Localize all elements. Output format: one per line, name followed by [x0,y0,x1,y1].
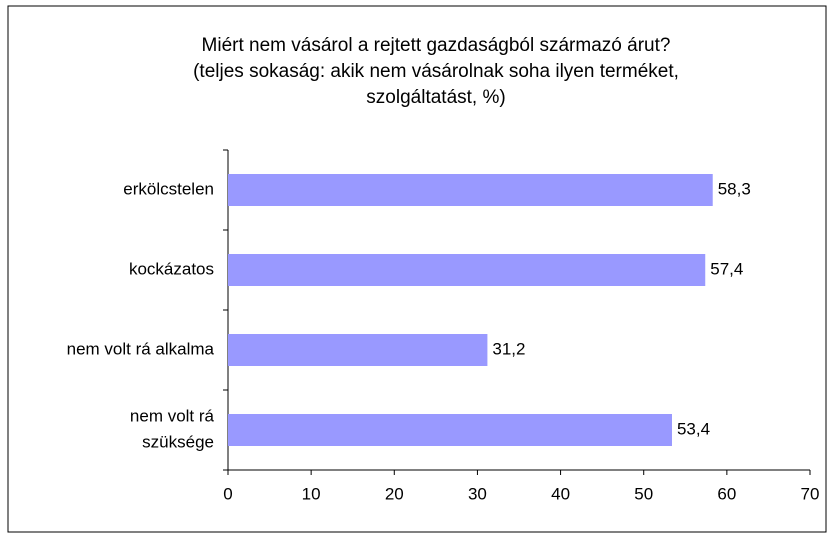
y-tick-label: erkölcstelen [123,179,214,198]
bar [228,334,488,366]
data-label: 53,4 [677,419,710,438]
bar [228,254,706,286]
bar [228,414,672,446]
x-tick-label: 70 [801,484,820,503]
data-label: 31,2 [492,339,525,358]
chart-title: szolgáltatást, %) [366,87,505,108]
chart-title: (teljes sokaság: akik nem vásárolnak soh… [193,61,679,82]
x-tick-label: 40 [551,484,570,503]
y-tick-label: kockázatos [129,259,214,278]
x-tick-label: 0 [223,484,232,503]
y-tick-label: nem volt rá alkalma [67,339,215,358]
data-label: 57,4 [710,259,743,278]
bar [228,174,713,206]
chart-title: Miért nem vásárol a rejtett gazdaságból … [202,35,671,56]
x-tick-label: 10 [302,484,321,503]
x-tick-label: 50 [634,484,653,503]
data-label: 58,3 [718,179,751,198]
y-tick-label: nem volt rá [130,406,215,425]
x-tick-label: 20 [385,484,404,503]
y-tick-label: szüksége [142,432,214,451]
x-tick-label: 60 [717,484,736,503]
x-tick-label: 30 [468,484,487,503]
